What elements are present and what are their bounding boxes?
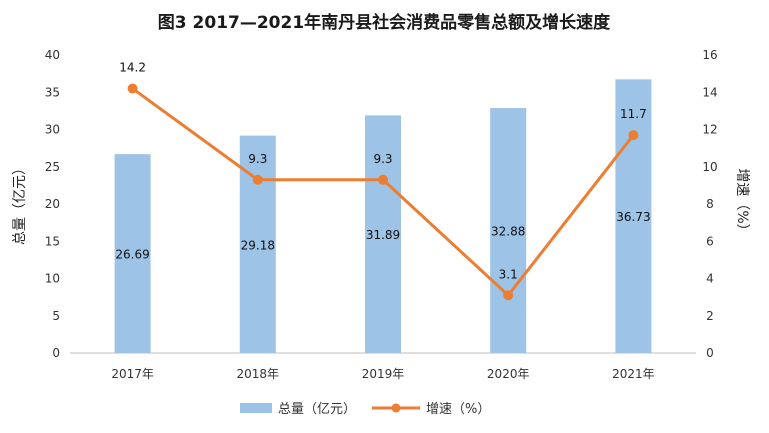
- x-tick-label: 2019年: [362, 367, 405, 381]
- left-tick-label: 15: [45, 234, 60, 248]
- right-tick-label: 2: [706, 309, 714, 323]
- bar: [490, 108, 527, 353]
- legend-line-label: 增速（%）: [426, 402, 490, 417]
- left-tick-label: 30: [45, 123, 60, 137]
- left-tick-label: 0: [52, 346, 60, 360]
- line-point-label: 9.3: [248, 152, 267, 166]
- line-point: [503, 290, 514, 301]
- line-point: [378, 174, 388, 185]
- bar: [114, 154, 151, 353]
- legend-line-marker: [391, 403, 401, 413]
- right-tick-label: 6: [706, 234, 714, 248]
- bar: [365, 115, 401, 354]
- right-tick-label: 12: [702, 123, 717, 137]
- left-tick-label: 40: [45, 48, 60, 62]
- bar-value-label: 31.89: [366, 228, 400, 242]
- right-axis-ticks: 0 2 4 6 8 10 12 14 16: [702, 48, 717, 360]
- right-axis-title: 增速（%）: [734, 168, 750, 237]
- bar-series: [114, 79, 652, 354]
- right-tick-label: 8: [706, 197, 714, 211]
- legend: 总量（亿元） 增速（%）: [240, 402, 490, 417]
- line-point-label: 3.1: [499, 267, 518, 281]
- line-point-label: 14.2: [119, 61, 146, 75]
- x-tick-label: 2020年: [487, 367, 530, 381]
- left-axis-ticks: 0 5 10 15 20 25 30 35 40: [45, 48, 60, 360]
- left-tick-label: 20: [45, 197, 60, 211]
- left-axis-title: 总量（亿元）: [12, 161, 28, 245]
- bar-value-labels: 26.69 29.18 31.89 32.88 36.73: [115, 210, 650, 261]
- chart-title: 图3 2017—2021年南丹县社会消费品零售总额及增长速度: [158, 12, 611, 33]
- line-point: [252, 174, 263, 185]
- line-point-label: 9.3: [373, 152, 392, 166]
- line-point: [127, 83, 138, 94]
- x-axis-ticks: 2017年 2018年 2019年 2020年 2021年: [111, 367, 654, 381]
- legend-bar-label: 总量（亿元）: [278, 402, 356, 417]
- bar-value-label: 29.18: [241, 238, 275, 252]
- x-tick-label: 2017年: [111, 367, 154, 381]
- right-tick-label: 10: [702, 160, 717, 174]
- x-tick-label: 2018年: [237, 367, 280, 381]
- right-tick-label: 14: [702, 85, 717, 99]
- line-point-label: 11.7: [620, 107, 647, 121]
- left-tick-label: 35: [45, 85, 60, 99]
- bar-value-label: 32.88: [491, 225, 525, 239]
- x-tick-label: 2021年: [612, 367, 655, 381]
- left-tick-label: 25: [45, 160, 60, 174]
- bar-value-label: 26.69: [115, 248, 149, 262]
- right-tick-label: 0: [706, 346, 714, 360]
- legend-bar-swatch: [240, 403, 272, 413]
- left-tick-label: 10: [45, 272, 60, 286]
- bar: [615, 79, 652, 353]
- right-tick-label: 16: [702, 48, 717, 62]
- left-tick-label: 5: [52, 309, 60, 323]
- bar-value-label: 36.73: [616, 210, 650, 224]
- line-series: 14.2 9.3 9.3 3.1 11.7: [119, 61, 647, 301]
- line-point: [628, 130, 639, 141]
- right-tick-label: 4: [706, 272, 714, 286]
